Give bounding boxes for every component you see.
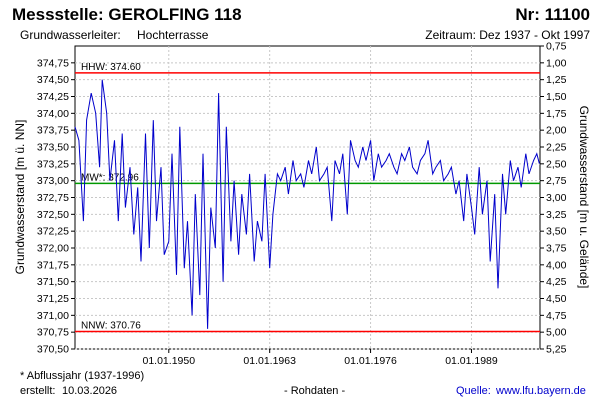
y-tick-label: 374,00 — [37, 108, 69, 120]
y-axis-left: 374,75 374,50 374,25 374,00 373,75 373,50 373,… — [37, 57, 75, 356]
y2-tick-label: 4,50 — [546, 293, 567, 305]
source-link[interactable]: www.lfu.bayern.de — [496, 385, 586, 397]
y-tick-label: 374,25 — [37, 91, 69, 103]
y2-tick-label: 2,25 — [546, 142, 567, 154]
y-tick-label: 371,75 — [37, 259, 69, 271]
y2-tick-label: 1,75 — [546, 108, 567, 120]
y-tick-label: 372,50 — [37, 209, 69, 221]
footnote: * Abflussjahr (1937-1996) — [20, 370, 145, 382]
y-tick-label: 374,75 — [37, 57, 69, 69]
station-number: Nr: 11100 — [515, 5, 590, 24]
reference-line-label: NNW: 370.76 — [81, 320, 141, 331]
period-label: Zeitraum: Dez 1937 - Okt 1997 — [425, 28, 590, 42]
y-tick-label: 370,75 — [37, 327, 69, 339]
y2-tick-label: 2,00 — [546, 125, 567, 137]
y2-tick-label: 1,50 — [546, 91, 567, 103]
y-tick-label: 371,00 — [37, 310, 69, 322]
y2-tick-label: 3,25 — [546, 209, 567, 221]
y2-tick-label: 3,00 — [546, 192, 567, 204]
reference-line-label: HHW: 374.60 — [81, 62, 141, 73]
y2-tick-label: 3,75 — [546, 243, 567, 255]
y-tick-label: 371,50 — [37, 276, 69, 288]
y-tick-label: 373,75 — [37, 125, 69, 137]
y2-tick-label: 2,75 — [546, 175, 567, 187]
y2-tick-label: 2,50 — [546, 158, 567, 170]
y-tick-label: 373,00 — [37, 175, 69, 187]
y-tick-label: 370,50 — [37, 344, 69, 356]
station-title: Messstelle: GEROLFING 118 — [12, 5, 242, 24]
y-tick-label: 372,25 — [37, 226, 69, 238]
y-tick-label: 373,25 — [37, 158, 69, 170]
x-axis: 01.01.1950 01.01.1963 01.01.1976 01.01.1989 — [143, 349, 498, 367]
raw-data-note: - Rohdaten - — [284, 385, 346, 397]
source-label: Quelle: — [456, 385, 491, 397]
y2-tick-label: 5,25 — [546, 344, 567, 356]
created-date: 10.03.2026 — [62, 385, 118, 397]
y-tick-label: 371,25 — [37, 293, 69, 305]
y-axis-right: 0,75 1,00 1,25 1,50 1,75 2,00 2,25 2,50 2,75 3,00… — [540, 41, 567, 356]
y2-tick-label: 4,25 — [546, 276, 567, 288]
y-axis-label: Grundwasserstand [m ü. NN] — [13, 120, 27, 275]
y-tick-label: 372,00 — [37, 243, 69, 255]
y2-tick-label: 0,75 — [546, 41, 567, 53]
y2-tick-label: 1,00 — [546, 57, 567, 69]
y2-tick-label: 1,25 — [546, 74, 567, 86]
series-line — [74, 79, 540, 329]
created-label: erstellt: — [20, 385, 56, 397]
y-tick-label: 374,50 — [37, 74, 69, 86]
y-tick-label: 372,75 — [37, 192, 69, 204]
grid — [75, 46, 540, 350]
y2-tick-label: 5,00 — [546, 327, 567, 339]
x-tick-label: 01.01.1989 — [445, 355, 498, 367]
x-tick-label: 01.01.1950 — [143, 355, 196, 367]
aquifer-value: Hochterrasse — [137, 28, 209, 42]
x-tick-label: 01.01.1963 — [243, 355, 296, 367]
y2-tick-label: 4,75 — [546, 310, 567, 322]
aquifer-label: Grundwasserleiter: — [20, 28, 121, 42]
x-tick-label: 01.01.1976 — [344, 355, 397, 367]
y2-tick-label: 4,00 — [546, 259, 567, 271]
y2-axis-label: Grundwasserstand [m u. Gelände] — [577, 106, 591, 289]
y-tick-label: 373,50 — [37, 142, 69, 154]
y2-tick-label: 3,50 — [546, 226, 567, 238]
